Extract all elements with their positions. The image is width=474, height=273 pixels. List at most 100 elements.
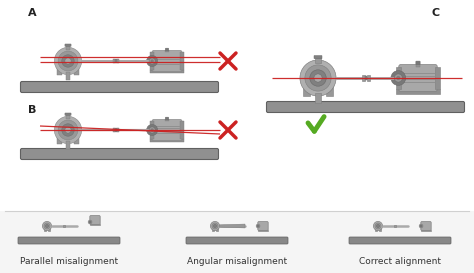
Circle shape bbox=[65, 127, 71, 133]
Circle shape bbox=[314, 74, 322, 82]
FancyBboxPatch shape bbox=[421, 222, 431, 230]
Bar bbox=[57, 136, 62, 144]
Bar bbox=[113, 127, 115, 132]
Bar bbox=[150, 121, 154, 139]
Text: B: B bbox=[28, 105, 36, 115]
Bar bbox=[154, 57, 180, 58]
Bar bbox=[150, 139, 184, 143]
FancyBboxPatch shape bbox=[20, 82, 219, 93]
Circle shape bbox=[374, 221, 383, 231]
FancyBboxPatch shape bbox=[90, 216, 100, 224]
Circle shape bbox=[44, 223, 50, 229]
Bar bbox=[165, 51, 169, 52]
Bar bbox=[367, 75, 370, 81]
FancyBboxPatch shape bbox=[416, 61, 420, 64]
Bar bbox=[154, 64, 180, 65]
Bar bbox=[90, 224, 100, 225]
Bar bbox=[374, 227, 377, 231]
Bar bbox=[66, 45, 70, 50]
Bar bbox=[150, 52, 154, 70]
Bar bbox=[180, 121, 184, 139]
Bar bbox=[66, 114, 70, 119]
Bar bbox=[117, 58, 119, 64]
FancyBboxPatch shape bbox=[349, 237, 451, 244]
FancyBboxPatch shape bbox=[152, 119, 182, 141]
FancyBboxPatch shape bbox=[152, 50, 182, 72]
Bar bbox=[165, 120, 169, 121]
Circle shape bbox=[55, 47, 82, 75]
Bar bbox=[113, 58, 115, 64]
FancyBboxPatch shape bbox=[165, 48, 169, 51]
Text: Correct alignment: Correct alignment bbox=[359, 257, 441, 266]
FancyBboxPatch shape bbox=[18, 237, 120, 244]
Bar bbox=[154, 126, 180, 127]
Circle shape bbox=[55, 116, 82, 144]
Bar bbox=[74, 136, 79, 144]
Circle shape bbox=[375, 223, 381, 229]
Bar bbox=[379, 227, 382, 231]
Circle shape bbox=[305, 65, 331, 91]
Circle shape bbox=[88, 220, 92, 224]
FancyBboxPatch shape bbox=[186, 237, 288, 244]
Circle shape bbox=[394, 74, 402, 82]
Bar bbox=[211, 227, 214, 231]
FancyBboxPatch shape bbox=[165, 117, 169, 120]
Bar bbox=[63, 225, 65, 227]
FancyBboxPatch shape bbox=[314, 56, 322, 59]
Bar bbox=[154, 131, 180, 132]
Circle shape bbox=[146, 55, 158, 67]
Circle shape bbox=[149, 58, 155, 64]
Bar bbox=[150, 70, 184, 73]
Bar bbox=[216, 227, 219, 231]
Bar bbox=[44, 227, 46, 231]
Circle shape bbox=[376, 224, 380, 227]
FancyBboxPatch shape bbox=[266, 102, 465, 112]
Bar bbox=[66, 72, 70, 80]
Bar bbox=[117, 127, 119, 132]
Circle shape bbox=[212, 223, 218, 229]
Circle shape bbox=[391, 71, 406, 85]
Text: Angular misalignment: Angular misalignment bbox=[187, 257, 287, 266]
Circle shape bbox=[310, 70, 326, 86]
Circle shape bbox=[58, 120, 78, 140]
Bar bbox=[396, 90, 440, 94]
Bar bbox=[421, 230, 431, 231]
Bar bbox=[401, 73, 435, 74]
Bar bbox=[396, 67, 401, 90]
Circle shape bbox=[43, 221, 52, 231]
Bar bbox=[74, 67, 79, 75]
Bar bbox=[315, 57, 321, 63]
Circle shape bbox=[46, 224, 48, 227]
FancyBboxPatch shape bbox=[258, 222, 268, 230]
FancyBboxPatch shape bbox=[65, 44, 71, 46]
Bar bbox=[154, 62, 180, 63]
Bar bbox=[303, 86, 310, 96]
Bar bbox=[435, 67, 440, 90]
Circle shape bbox=[151, 60, 154, 62]
Bar bbox=[0, 211, 474, 273]
Circle shape bbox=[397, 76, 400, 80]
Circle shape bbox=[62, 124, 74, 136]
Bar bbox=[180, 52, 184, 70]
Text: A: A bbox=[28, 8, 36, 18]
Circle shape bbox=[256, 224, 260, 228]
Bar bbox=[401, 76, 435, 77]
Bar bbox=[154, 133, 180, 134]
Circle shape bbox=[62, 55, 74, 67]
Bar bbox=[0, 0, 474, 211]
Circle shape bbox=[420, 225, 422, 227]
Bar bbox=[154, 128, 180, 129]
Bar bbox=[401, 79, 435, 80]
Bar bbox=[57, 67, 62, 75]
Polygon shape bbox=[219, 224, 245, 228]
FancyBboxPatch shape bbox=[20, 149, 219, 159]
Bar bbox=[48, 227, 50, 231]
Circle shape bbox=[146, 124, 158, 136]
Bar bbox=[362, 75, 365, 81]
Circle shape bbox=[58, 51, 78, 71]
FancyBboxPatch shape bbox=[399, 64, 437, 91]
Circle shape bbox=[300, 60, 336, 96]
Circle shape bbox=[151, 129, 154, 131]
Text: Parallel misalignment: Parallel misalignment bbox=[20, 257, 118, 266]
Bar bbox=[115, 59, 117, 63]
